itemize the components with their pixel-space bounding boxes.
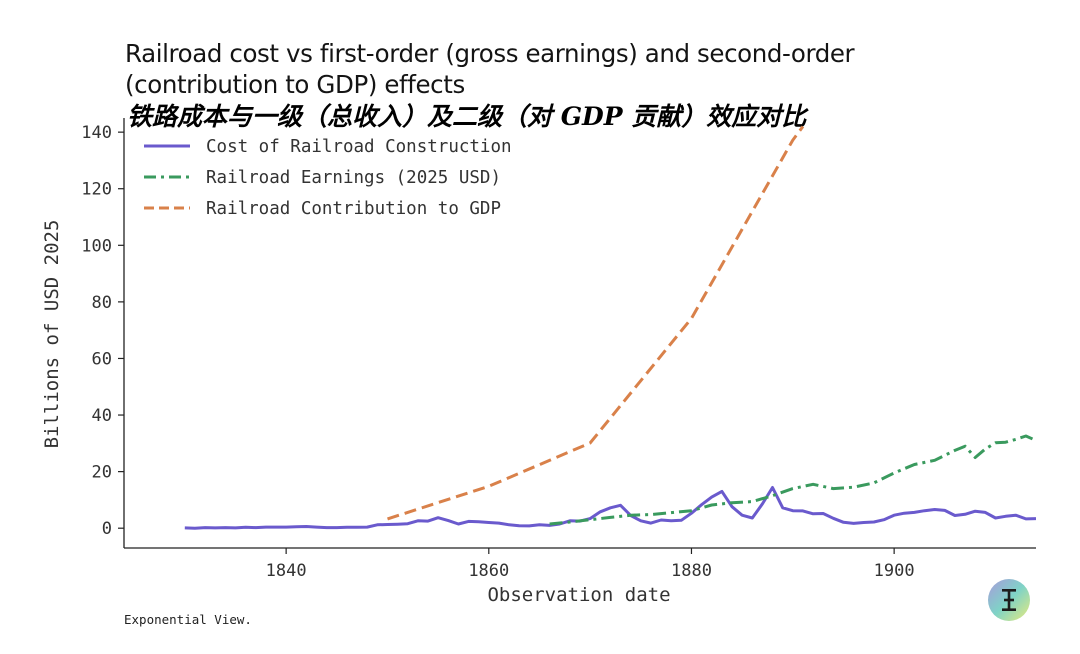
y-tick-label: 120 <box>81 180 112 200</box>
x-tick-label: 1880 <box>671 561 712 581</box>
x-tick-label: 1900 <box>874 561 915 581</box>
legend-label-1: Cost of Railroad Construction <box>206 137 512 157</box>
y-tick-label: 140 <box>81 123 112 143</box>
chart-title: Railroad cost vs first-order (gross earn… <box>125 39 855 99</box>
footer-credit: Exponential View. <box>124 612 252 627</box>
y-tick-label: 0 <box>102 519 112 539</box>
y-axis-label: Billions of USD 2025 <box>41 220 63 449</box>
series-line-3 <box>387 125 805 521</box>
y-tick-label: 20 <box>92 463 112 483</box>
legend-label-3: Railroad Contribution to GDP <box>206 199 501 219</box>
y-tick-label: 60 <box>92 349 112 369</box>
series-line-1 <box>184 486 1036 530</box>
x-axis-label: Observation date <box>487 584 670 606</box>
y-tick-label: 40 <box>92 406 112 426</box>
x-tick-label: 1840 <box>266 561 307 581</box>
series-line-2 <box>549 434 1036 526</box>
chart-subtitle: 铁路成本与一级（总收入）及二级（对 GDP 贡献）效应对比 <box>127 102 807 131</box>
y-tick-label: 80 <box>92 293 112 313</box>
legend-label-2: Railroad Earnings (2025 USD) <box>206 168 501 188</box>
y-tick-label: 100 <box>81 236 112 256</box>
exponential-view-logo-icon <box>988 579 1030 621</box>
x-tick-label: 1860 <box>468 561 509 581</box>
